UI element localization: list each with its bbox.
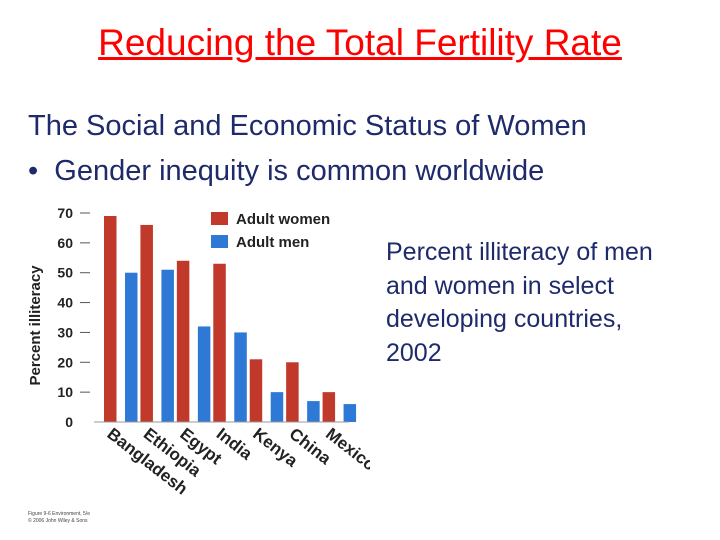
y-tick-label-20: 20 [57, 354, 73, 370]
slide-subtitle: The Social and Economic Status of Women [28, 110, 587, 142]
bar-adult-women-china [286, 362, 299, 422]
y-axis-label: Percent illiteracy [27, 265, 44, 386]
bar-adult-men-china [307, 401, 320, 422]
y-tick-label-50: 50 [57, 265, 73, 281]
bar-adult-men-india [234, 332, 247, 422]
y-tick-label-30: 30 [57, 324, 73, 340]
legend-swatch-adult-women [211, 212, 228, 225]
bar-adult-women-mexico [322, 392, 336, 422]
y-tick-label-70: 70 [57, 205, 73, 221]
legend-swatch-adult-men [211, 235, 228, 248]
bar-adult-women-ethiopia [140, 224, 153, 422]
bullet-item: • Gender inequity is common worldwide [28, 155, 544, 188]
slide-title: Reducing the Total Fertility Rate [98, 22, 622, 63]
bar-adult-women-egypt [176, 260, 190, 422]
bar-adult-women-kenya [249, 359, 263, 422]
figure-credit: Figure 9-6 Environment, 5/e © 2006 John … [28, 511, 90, 525]
y-tick-label-0: 0 [65, 414, 73, 430]
bar-adult-men-egypt [197, 326, 211, 422]
bar-adult-women-bangladesh [104, 215, 117, 422]
y-tick-label-60: 60 [57, 235, 73, 251]
bullet-text: Gender inequity is common worldwide [54, 155, 545, 187]
credit-line-1: Figure 9-6 Environment, 5/e [28, 511, 90, 517]
bar-adult-men-kenya [270, 392, 284, 422]
bar-adult-women-india [213, 263, 226, 422]
y-tick-label-40: 40 [57, 295, 73, 311]
bar-adult-men-bangladesh [125, 272, 138, 422]
legend-label-adult-women: Adult women [236, 211, 330, 228]
y-tick-label-10: 10 [57, 384, 73, 400]
bar-adult-men-mexico [343, 404, 357, 422]
credit-line-2: © 2006 John Wiley & Sons [28, 518, 88, 524]
chart-caption: Percent illiteracy of men and women in s… [386, 238, 653, 367]
bar-adult-men-ethiopia [161, 269, 174, 422]
legend-label-adult-men: Adult men [236, 234, 309, 251]
bullet-dot: • [28, 155, 39, 187]
